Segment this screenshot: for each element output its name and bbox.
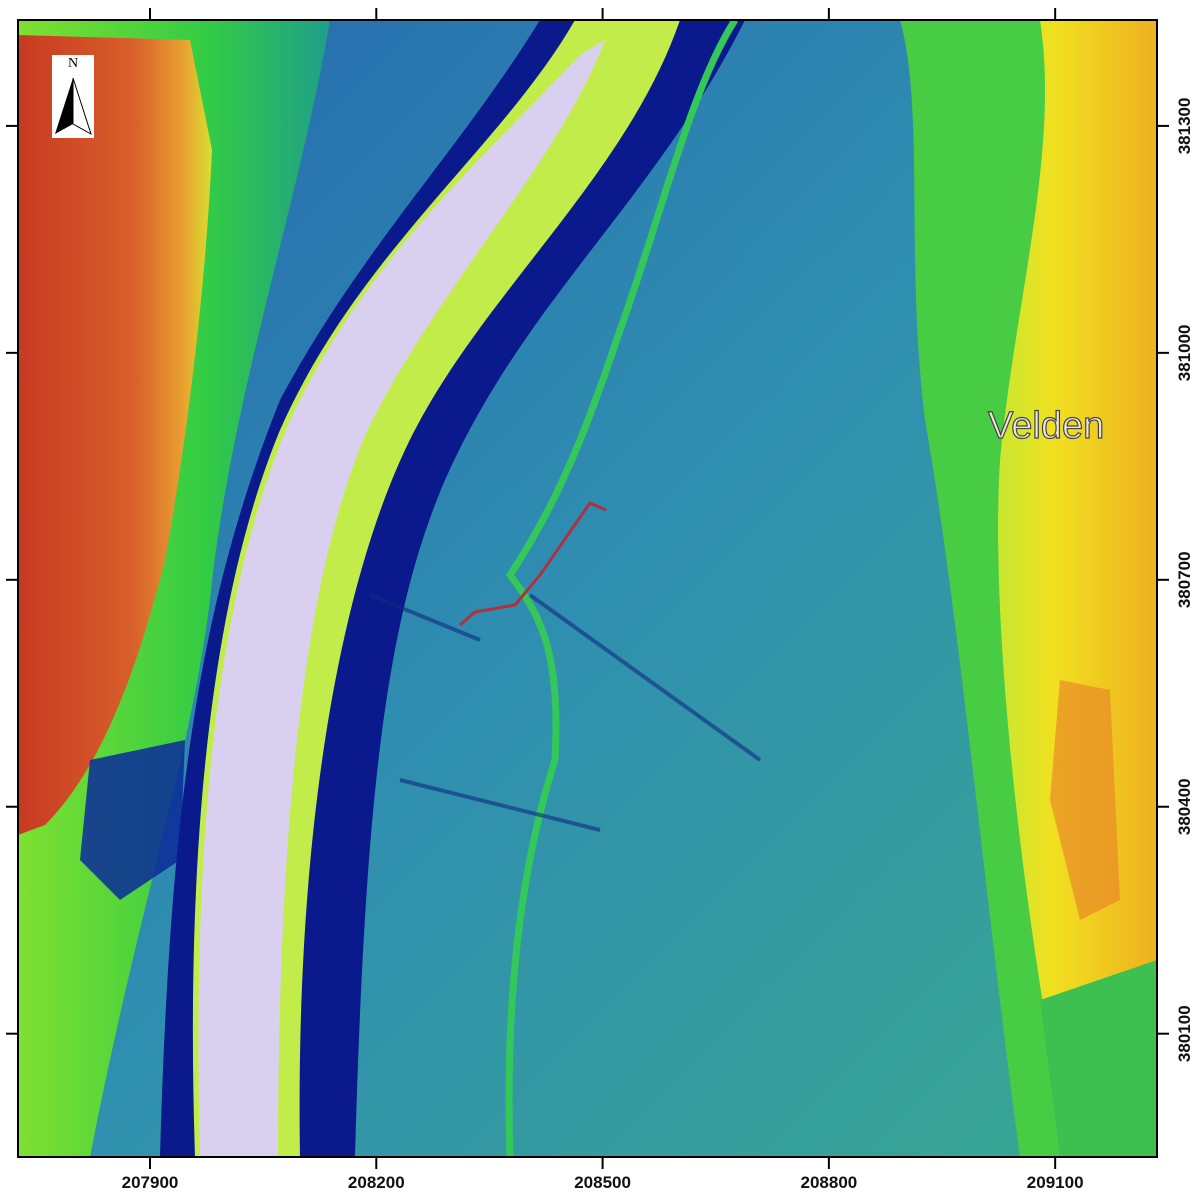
x-tick-label: 208800 <box>801 1173 858 1192</box>
north-arrow: N <box>52 55 94 138</box>
arrow-right <box>72 77 92 136</box>
left-pond <box>80 740 185 900</box>
y-tick-label: 381000 <box>1175 324 1194 381</box>
x-tick-label: 208500 <box>574 1173 631 1192</box>
arrow-left <box>55 78 73 134</box>
place-label: Velden <box>988 405 1104 447</box>
right-low-green <box>1040 960 1157 1157</box>
water-surface <box>198 40 605 1157</box>
ditches <box>369 593 762 832</box>
north-label: N <box>68 56 78 71</box>
y-tick-label: 380100 <box>1175 1005 1194 1062</box>
town-block <box>1050 680 1120 920</box>
profile-line <box>459 501 607 627</box>
x-tick-label: 207900 <box>122 1173 179 1192</box>
frame <box>17 19 1158 1158</box>
terrain: Velden <box>18 20 1157 1157</box>
x-tick-label: 209100 <box>1027 1173 1084 1192</box>
y-tick-label: 380400 <box>1175 778 1194 835</box>
x-tick-label: 208200 <box>348 1173 405 1192</box>
y-tick-label: 380700 <box>1175 551 1194 608</box>
dike <box>505 20 738 1157</box>
y-tick-label: 381300 <box>1175 98 1194 155</box>
left-highland <box>18 35 212 835</box>
axes: 207900 208200 208500 208800 209100 381300 3810… <box>6 8 1194 1192</box>
